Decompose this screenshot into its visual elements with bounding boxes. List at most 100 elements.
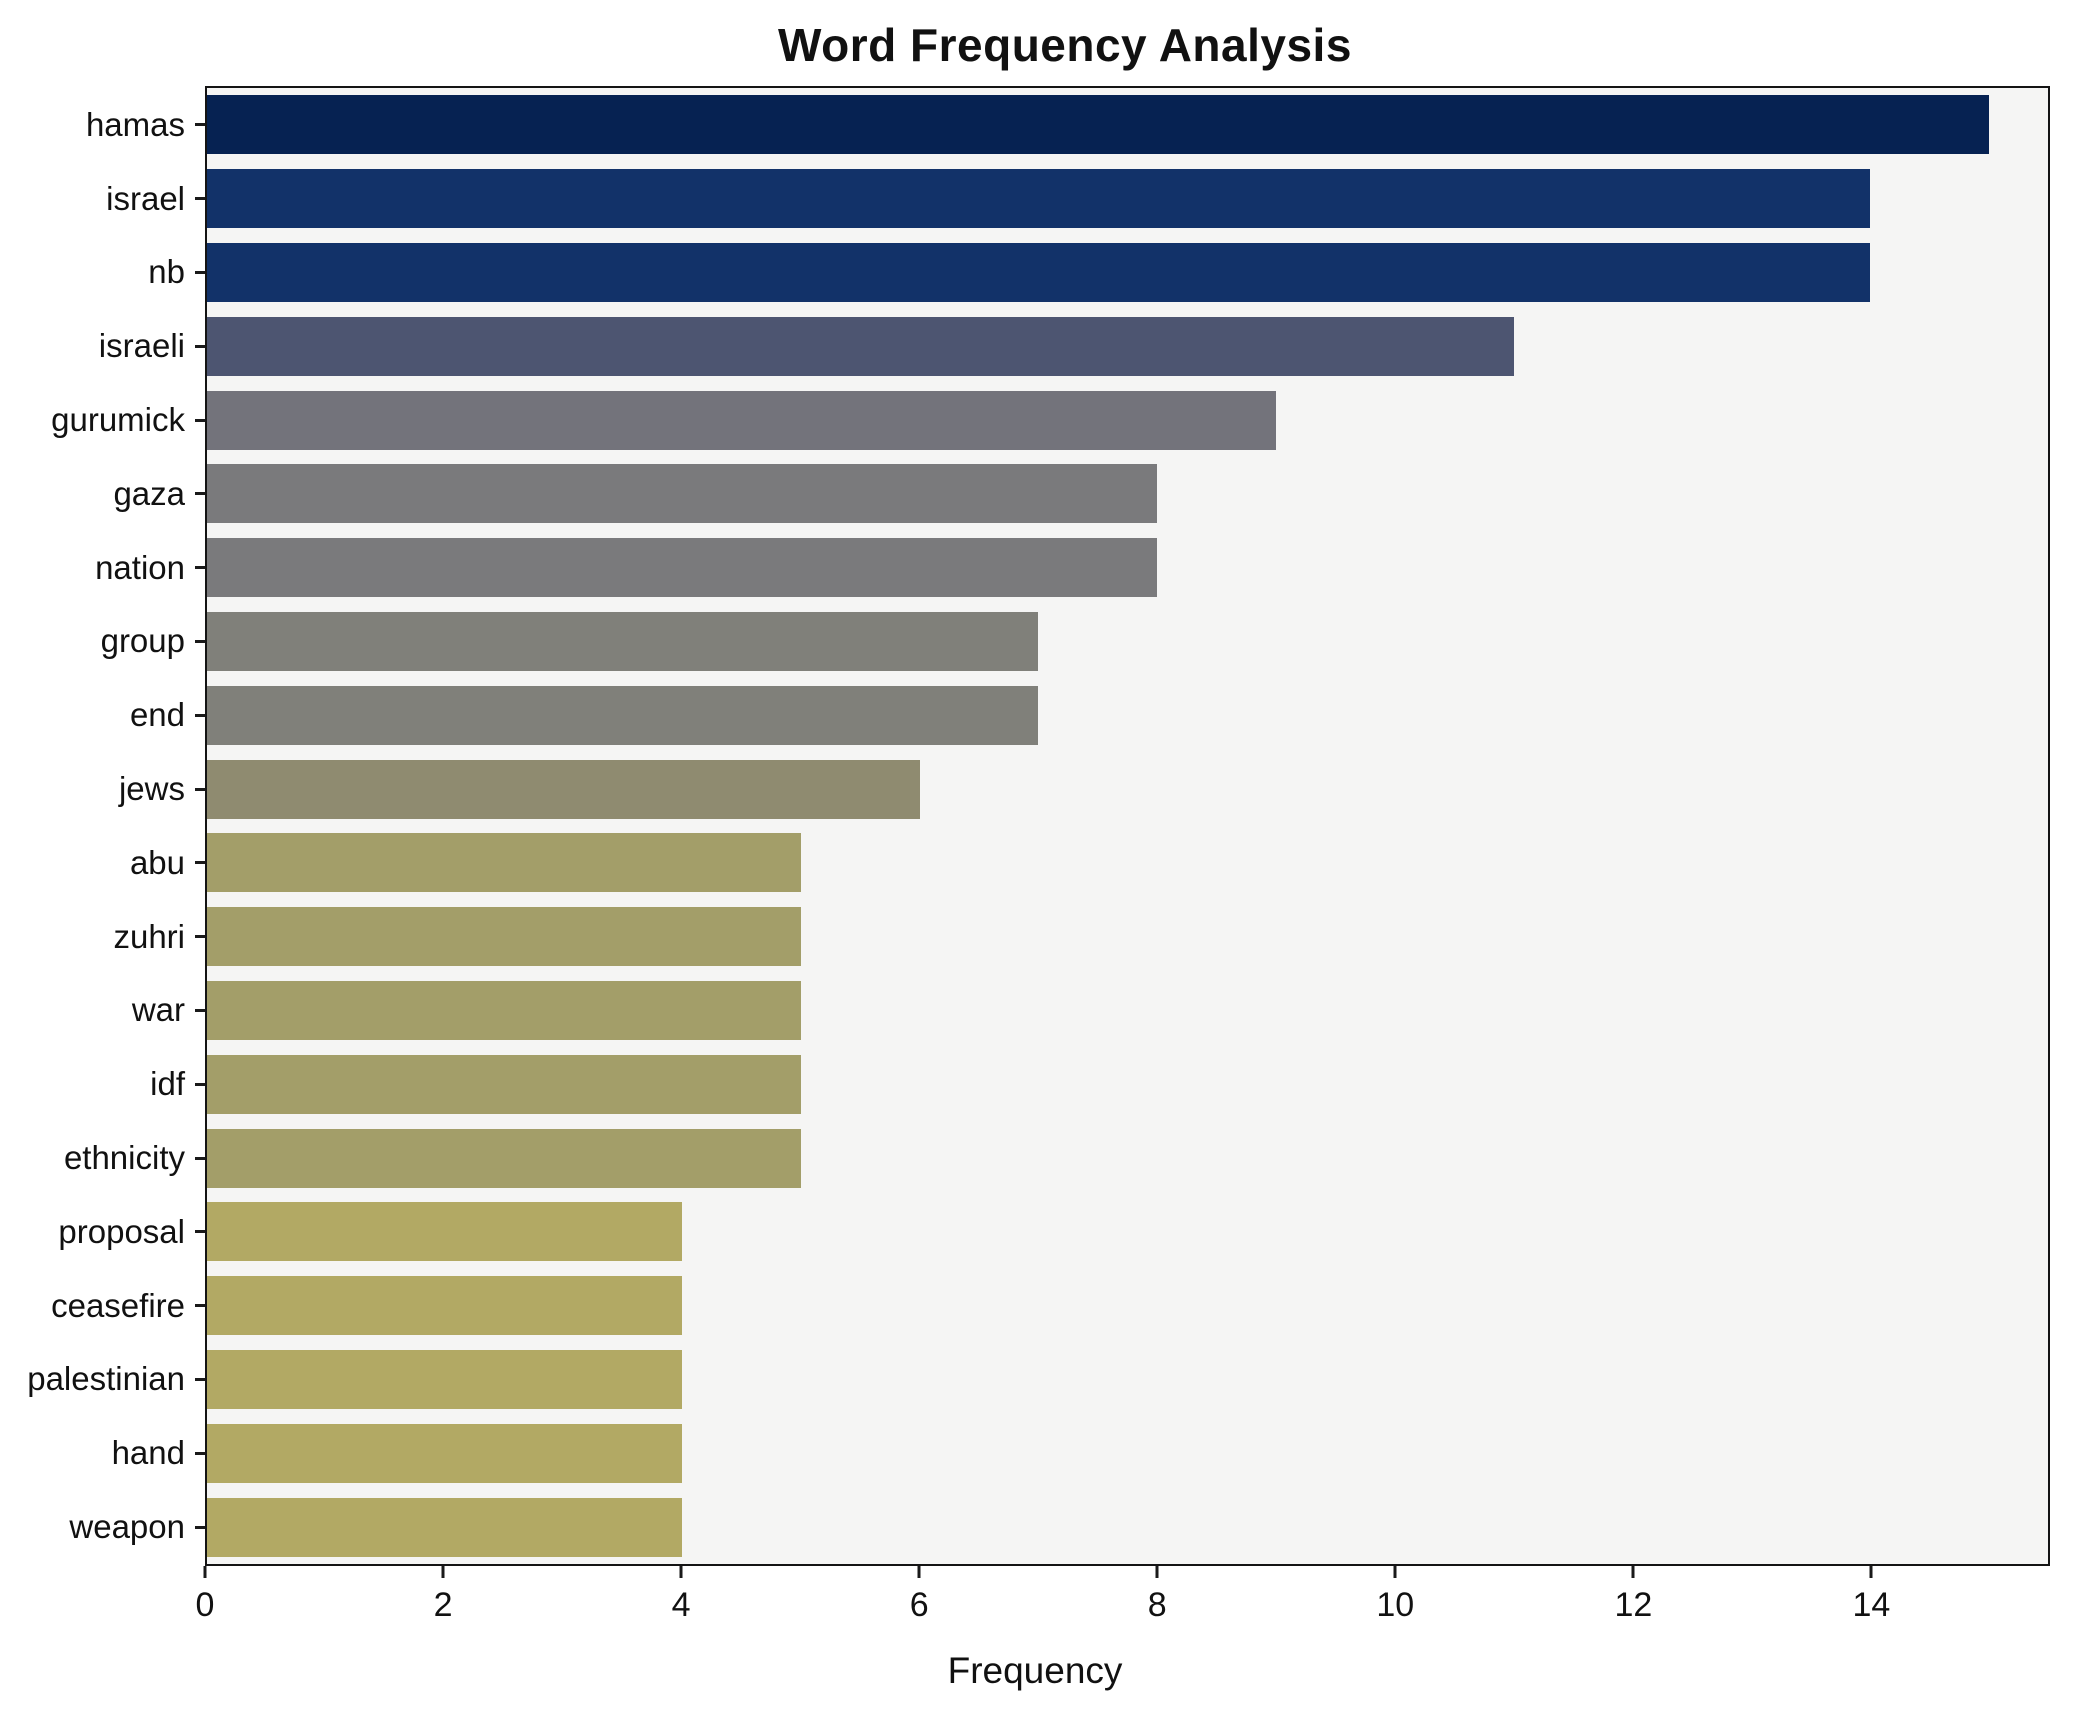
bar-row-ethnicity — [207, 1128, 2048, 1188]
bar-ceasefire — [207, 1276, 683, 1336]
y-tick-mark — [195, 197, 205, 201]
x-tick-mark — [917, 1566, 921, 1578]
bar-row-nb — [207, 242, 2048, 302]
y-tick-label: gurumick — [51, 401, 185, 439]
bar-row-end — [207, 685, 2048, 745]
y-tick-label: group — [100, 622, 185, 660]
y-tick-mark — [195, 1304, 205, 1308]
x-tick-label: 14 — [1852, 1586, 1891, 1624]
bar-row-israel — [207, 169, 2048, 229]
x-tick-mark — [1631, 1566, 1635, 1578]
bar-nation — [207, 538, 1158, 598]
y-axis-labels: hamas israel nb israeli gurumick gaza nation gr… — [20, 86, 205, 1566]
y-tick-label: weapon — [69, 1508, 185, 1546]
y-tick-row-ethnicity: ethnicity — [20, 1129, 205, 1188]
x-axis: 0 2 4 6 8 10 12 14 — [196, 1566, 2050, 1636]
y-tick-row-hamas: hamas — [20, 95, 205, 154]
y-tick-label: hand — [111, 1434, 185, 1472]
x-tick-label: 2 — [433, 1586, 453, 1624]
bar-jews — [207, 759, 920, 819]
y-tick-mark — [195, 1008, 205, 1012]
y-tick-mark — [195, 639, 205, 643]
y-tick-row-idf: idf — [20, 1055, 205, 1114]
bar-row-israeli — [207, 316, 2048, 376]
x-tick-label: 0 — [195, 1586, 215, 1624]
y-tick-row-abu: abu — [20, 833, 205, 892]
y-tick-label: jews — [118, 770, 185, 808]
bar-row-ceasefire — [207, 1276, 2048, 1336]
bar-idf — [207, 1054, 801, 1114]
y-tick-mark — [195, 1525, 205, 1529]
bar-israeli — [207, 316, 1514, 376]
y-tick-mark — [195, 935, 205, 939]
bar-row-palestinian — [207, 1349, 2048, 1409]
y-tick-mark — [195, 344, 205, 348]
y-tick-label: war — [131, 991, 185, 1029]
y-tick-mark — [195, 1082, 205, 1086]
chart-area: hamas israel nb israeli gurumick gaza nation gr… — [20, 86, 2050, 1566]
y-tick-label: end — [129, 696, 185, 734]
y-tick-mark — [195, 787, 205, 791]
bar-hand — [207, 1423, 683, 1483]
bar-row-jews — [207, 759, 2048, 819]
bar-weapon — [207, 1497, 683, 1557]
bar-nb — [207, 242, 1870, 302]
x-tick-mark — [1869, 1566, 1873, 1578]
y-tick-row-nation: nation — [20, 538, 205, 597]
y-tick-row-hand: hand — [20, 1424, 205, 1483]
y-tick-mark — [195, 492, 205, 496]
bar-row-abu — [207, 833, 2048, 893]
y-tick-row-gurumick: gurumick — [20, 391, 205, 450]
y-tick-row-zuhri: zuhri — [20, 907, 205, 966]
bar-end — [207, 685, 1039, 745]
y-tick-label: idf — [150, 1065, 185, 1103]
x-tick-label: 6 — [909, 1586, 929, 1624]
y-tick-label: zuhri — [113, 917, 185, 955]
bar-row-hamas — [207, 95, 2048, 155]
bar-abu — [207, 833, 801, 893]
x-tick-mark — [1155, 1566, 1159, 1578]
bar-war — [207, 980, 801, 1040]
bar-row-gaza — [207, 464, 2048, 524]
y-tick-mark — [195, 1377, 205, 1381]
bar-palestinian — [207, 1349, 683, 1409]
x-tick-mark — [203, 1566, 207, 1578]
bar-zuhri — [207, 907, 801, 967]
bar-row-proposal — [207, 1202, 2048, 1262]
bar-row-war — [207, 980, 2048, 1040]
bar-israel — [207, 169, 1870, 229]
y-tick-label: nb — [148, 253, 185, 291]
y-tick-row-ceasefire: ceasefire — [20, 1276, 205, 1335]
bar-row-idf — [207, 1054, 2048, 1114]
y-tick-mark — [195, 566, 205, 570]
x-tick-label: 10 — [1376, 1586, 1415, 1624]
bar-ethnicity — [207, 1128, 801, 1188]
y-tick-row-gaza: gaza — [20, 464, 205, 523]
y-tick-row-weapon: weapon — [20, 1498, 205, 1557]
y-tick-row-nb: nb — [20, 243, 205, 302]
y-tick-mark — [195, 1156, 205, 1160]
y-tick-label: ethnicity — [63, 1139, 185, 1177]
bar-hamas — [207, 95, 1989, 155]
y-tick-label: palestinian — [27, 1360, 185, 1398]
y-tick-label: hamas — [85, 105, 185, 143]
y-tick-row-war: war — [20, 981, 205, 1040]
x-axis-title: Frequency — [947, 1650, 1123, 1691]
x-tick-mark — [1393, 1566, 1397, 1578]
y-tick-label: israel — [106, 179, 185, 217]
y-tick-mark — [195, 861, 205, 865]
bar-gaza — [207, 464, 1158, 524]
x-tick-label: 8 — [1147, 1586, 1167, 1624]
y-tick-label: proposal — [58, 1212, 185, 1250]
y-tick-mark — [195, 713, 205, 717]
y-tick-label: ceasefire — [51, 1286, 185, 1324]
y-tick-row-israeli: israeli — [20, 317, 205, 376]
y-tick-mark — [195, 270, 205, 274]
x-axis-row: 0 2 4 6 8 10 12 14 — [20, 1566, 2050, 1636]
y-tick-label: israeli — [98, 327, 185, 365]
bar-row-weapon — [207, 1497, 2048, 1557]
y-tick-row-palestinian: palestinian — [20, 1350, 205, 1409]
bar-row-hand — [207, 1423, 2048, 1483]
bar-group — [207, 611, 1039, 671]
x-tick-label: 4 — [671, 1586, 691, 1624]
